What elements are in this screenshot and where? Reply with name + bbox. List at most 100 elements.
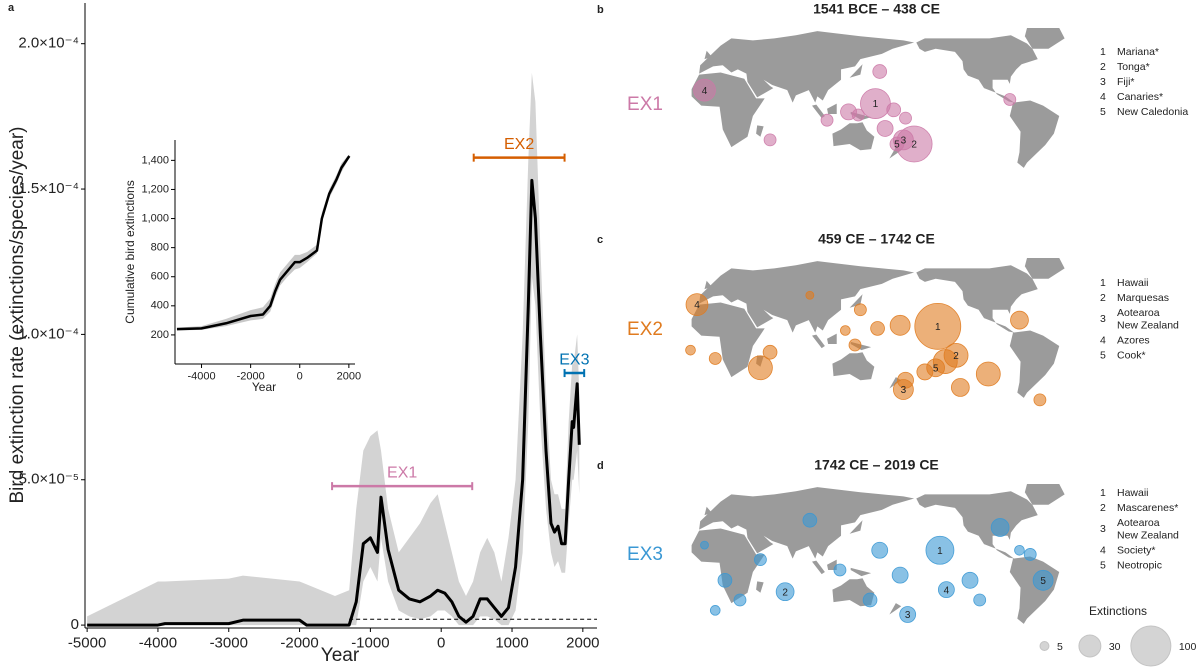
bubble	[805, 290, 815, 300]
x-tick-label: -4000	[139, 635, 177, 652]
bubble	[717, 572, 733, 588]
bubble	[851, 108, 865, 122]
bubble	[1033, 393, 1047, 407]
bubble	[775, 582, 795, 602]
key-number: 5	[1100, 349, 1106, 361]
bubble	[899, 111, 912, 125]
map-title: 1541 BCE – 438 CE	[813, 1, 940, 17]
x-tick-label: -2000	[237, 370, 265, 382]
y-tick-label: 400	[151, 300, 169, 312]
era-tag: EX1	[627, 94, 663, 115]
key-name: New Caledonia	[1117, 106, 1188, 118]
bubble	[973, 593, 987, 607]
y-tick-label: 2.0×10⁻⁴	[18, 35, 79, 52]
bubble-label: 3	[901, 385, 907, 396]
bubble	[932, 349, 958, 374]
bubble	[762, 344, 778, 360]
bubble-label: 5	[1040, 576, 1046, 587]
bubble	[951, 378, 970, 397]
x-tick-label: 0	[297, 370, 303, 382]
bubble-label: 5	[894, 140, 900, 151]
key-number: 1	[1100, 277, 1106, 289]
size-legend-circle	[1078, 634, 1102, 658]
key-number: 4	[1100, 334, 1106, 346]
key-name: New Zealand	[1117, 529, 1179, 541]
x-tick-label: -3000	[210, 635, 248, 652]
bubble	[754, 553, 767, 567]
bubble-label: 3	[905, 610, 911, 621]
y-tick-label: 1,200	[141, 183, 169, 195]
size-legend-label: 30	[1109, 641, 1121, 653]
size-legend-circle	[1039, 641, 1050, 651]
y-tick-label: 600	[151, 271, 169, 283]
bubble	[876, 120, 894, 137]
bubble	[1032, 569, 1054, 591]
x-axis-label: Year	[252, 380, 276, 394]
size-legend-title: Extinctions	[1089, 604, 1147, 618]
bubble	[975, 361, 1001, 387]
bubble	[914, 302, 962, 350]
bubble-label: 2	[911, 140, 917, 151]
bubble	[840, 325, 851, 336]
bubble	[990, 518, 1010, 537]
panel-letter: d	[597, 460, 604, 472]
bubble	[889, 314, 911, 336]
key-number: 4	[1100, 544, 1106, 556]
x-tick-label: -1000	[351, 635, 389, 652]
bubble-label: 4	[944, 585, 950, 596]
x-axis-label: Year	[321, 645, 360, 666]
interval-label: EX3	[559, 351, 589, 368]
key-name: Cook*	[1117, 349, 1146, 361]
key-name: New Zealand	[1117, 319, 1179, 331]
bubble	[700, 540, 709, 550]
key-number: 2	[1100, 61, 1106, 73]
bubble-label: 4	[702, 86, 708, 97]
confidence-band	[176, 154, 350, 331]
panel-letter: c	[597, 234, 603, 246]
key-name: Mascarenes*	[1117, 502, 1178, 514]
key-name: Neotropic	[1117, 559, 1162, 571]
bubble	[891, 566, 909, 584]
y-tick-label: 800	[151, 242, 169, 254]
bubble	[1023, 548, 1037, 561]
key-name: Marquesas	[1117, 292, 1169, 304]
key-name: Aotearoa	[1117, 517, 1160, 529]
bubble-label: 1	[873, 99, 879, 110]
bubble	[685, 344, 696, 356]
panel-letter: b	[597, 4, 604, 16]
bubble	[733, 593, 747, 607]
bubble	[886, 102, 902, 118]
bubble	[916, 363, 934, 381]
bubble	[709, 605, 721, 616]
x-tick-label: -4000	[187, 370, 215, 382]
era-tag: EX3	[627, 544, 663, 565]
bubble	[685, 293, 709, 316]
key-name: Tonga*	[1117, 61, 1150, 73]
bubble	[937, 581, 955, 599]
y-tick-label: 5.0×10⁻⁵	[19, 471, 79, 488]
bubble	[870, 321, 885, 336]
key-name: Hawaii	[1117, 487, 1149, 499]
bubble	[763, 133, 777, 147]
bubble-label: 3	[901, 135, 907, 146]
bubble-label: 5	[933, 363, 939, 374]
key-name: Azores	[1117, 334, 1150, 346]
bubble	[820, 113, 834, 127]
bubble	[899, 606, 917, 623]
bubble-label: 2	[782, 587, 788, 598]
interval-label: EX1	[387, 464, 417, 481]
confidence-band	[87, 72, 580, 626]
y-tick-label: 1,400	[141, 154, 169, 166]
y-tick-label: 200	[151, 329, 169, 341]
key-number: 2	[1100, 292, 1106, 304]
y-tick-label: 1.5×10⁻⁴	[18, 180, 79, 197]
key-name: Aotearoa	[1117, 307, 1160, 319]
bubble	[1014, 544, 1025, 556]
y-axis-label: Cumulative bird extinctions	[123, 180, 137, 323]
interval-label: EX2	[504, 136, 534, 153]
panel-letter: a	[8, 2, 15, 14]
era-tag: EX2	[627, 319, 663, 340]
x-tick-label: -2000	[280, 635, 318, 652]
y-tick-label: 1,000	[141, 212, 169, 224]
